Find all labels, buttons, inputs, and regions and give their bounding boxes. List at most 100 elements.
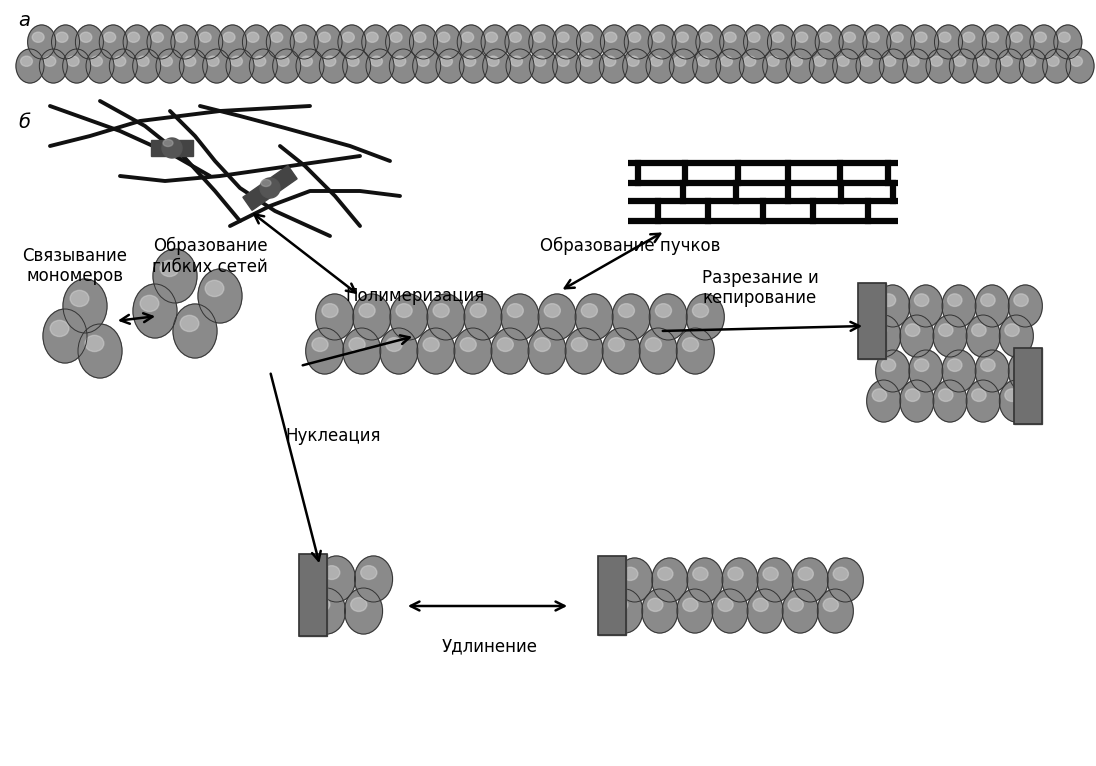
Ellipse shape bbox=[905, 389, 920, 401]
Bar bbox=[598, 556, 626, 635]
Ellipse shape bbox=[43, 309, 87, 363]
Ellipse shape bbox=[693, 303, 709, 317]
Ellipse shape bbox=[693, 568, 708, 581]
Ellipse shape bbox=[396, 303, 412, 317]
Ellipse shape bbox=[114, 56, 126, 67]
Bar bbox=[299, 554, 328, 637]
Ellipse shape bbox=[343, 328, 380, 374]
Ellipse shape bbox=[575, 294, 613, 340]
Ellipse shape bbox=[814, 56, 825, 67]
Ellipse shape bbox=[534, 338, 550, 352]
Ellipse shape bbox=[416, 328, 455, 374]
Ellipse shape bbox=[1035, 32, 1047, 42]
Ellipse shape bbox=[867, 380, 901, 422]
Ellipse shape bbox=[505, 25, 533, 59]
Ellipse shape bbox=[277, 56, 289, 67]
Ellipse shape bbox=[716, 49, 744, 83]
Ellipse shape bbox=[837, 56, 849, 67]
Ellipse shape bbox=[318, 556, 355, 602]
Bar bbox=[151, 140, 193, 156]
Ellipse shape bbox=[147, 25, 175, 59]
Ellipse shape bbox=[581, 56, 593, 67]
Ellipse shape bbox=[56, 32, 68, 42]
Ellipse shape bbox=[909, 350, 943, 392]
Ellipse shape bbox=[833, 568, 848, 581]
Ellipse shape bbox=[914, 358, 928, 372]
Ellipse shape bbox=[62, 279, 107, 333]
Ellipse shape bbox=[712, 589, 747, 633]
Ellipse shape bbox=[464, 56, 476, 67]
Ellipse shape bbox=[687, 558, 723, 602]
Ellipse shape bbox=[639, 328, 677, 374]
Ellipse shape bbox=[393, 56, 406, 67]
Ellipse shape bbox=[1011, 32, 1023, 42]
Ellipse shape bbox=[470, 303, 487, 317]
Ellipse shape bbox=[441, 56, 453, 67]
Ellipse shape bbox=[528, 328, 566, 374]
Ellipse shape bbox=[693, 49, 721, 83]
Ellipse shape bbox=[867, 32, 879, 42]
Ellipse shape bbox=[978, 56, 989, 67]
Text: Нуклеация: Нуклеация bbox=[285, 427, 380, 445]
Ellipse shape bbox=[903, 49, 931, 83]
Ellipse shape bbox=[486, 32, 498, 42]
Ellipse shape bbox=[464, 294, 502, 340]
Ellipse shape bbox=[728, 568, 743, 581]
Ellipse shape bbox=[677, 589, 712, 633]
Ellipse shape bbox=[1005, 389, 1019, 401]
Ellipse shape bbox=[623, 568, 638, 581]
Bar bbox=[858, 283, 886, 359]
Ellipse shape bbox=[380, 328, 418, 374]
Ellipse shape bbox=[948, 358, 962, 372]
Ellipse shape bbox=[767, 25, 796, 59]
Ellipse shape bbox=[909, 285, 943, 327]
Ellipse shape bbox=[1030, 25, 1058, 59]
Ellipse shape bbox=[457, 25, 486, 59]
Ellipse shape bbox=[386, 338, 402, 352]
Ellipse shape bbox=[648, 25, 676, 59]
Ellipse shape bbox=[941, 285, 977, 327]
Ellipse shape bbox=[366, 32, 378, 42]
Ellipse shape bbox=[740, 49, 767, 83]
Ellipse shape bbox=[300, 56, 312, 67]
Ellipse shape bbox=[1000, 380, 1034, 422]
Text: Полимеризация: Полимеризация bbox=[345, 287, 484, 305]
Ellipse shape bbox=[783, 589, 819, 633]
Ellipse shape bbox=[361, 565, 377, 579]
Bar bbox=[598, 556, 626, 635]
Ellipse shape bbox=[576, 49, 604, 83]
Ellipse shape bbox=[683, 598, 698, 611]
Ellipse shape bbox=[156, 49, 184, 83]
Ellipse shape bbox=[316, 294, 354, 340]
Ellipse shape bbox=[153, 249, 197, 303]
Ellipse shape bbox=[133, 49, 161, 83]
Ellipse shape bbox=[306, 328, 344, 374]
Ellipse shape bbox=[390, 294, 427, 340]
Ellipse shape bbox=[261, 179, 271, 186]
Ellipse shape bbox=[981, 358, 995, 372]
Ellipse shape bbox=[433, 303, 449, 317]
Ellipse shape bbox=[949, 49, 978, 83]
Ellipse shape bbox=[511, 56, 523, 67]
Ellipse shape bbox=[653, 32, 664, 42]
Ellipse shape bbox=[91, 56, 102, 67]
Ellipse shape bbox=[133, 284, 176, 338]
Ellipse shape bbox=[860, 56, 872, 67]
Ellipse shape bbox=[110, 49, 137, 83]
Ellipse shape bbox=[32, 32, 44, 42]
Ellipse shape bbox=[67, 56, 79, 67]
Ellipse shape bbox=[986, 32, 998, 42]
Ellipse shape bbox=[823, 598, 838, 611]
Ellipse shape bbox=[697, 56, 709, 67]
Ellipse shape bbox=[27, 25, 56, 59]
Ellipse shape bbox=[763, 49, 790, 83]
Ellipse shape bbox=[50, 320, 69, 336]
Ellipse shape bbox=[798, 568, 813, 581]
Ellipse shape bbox=[623, 49, 651, 83]
Ellipse shape bbox=[433, 25, 461, 59]
Ellipse shape bbox=[827, 558, 864, 602]
Ellipse shape bbox=[905, 324, 920, 336]
Ellipse shape bbox=[160, 56, 172, 67]
Ellipse shape bbox=[863, 25, 891, 59]
Ellipse shape bbox=[900, 380, 934, 422]
